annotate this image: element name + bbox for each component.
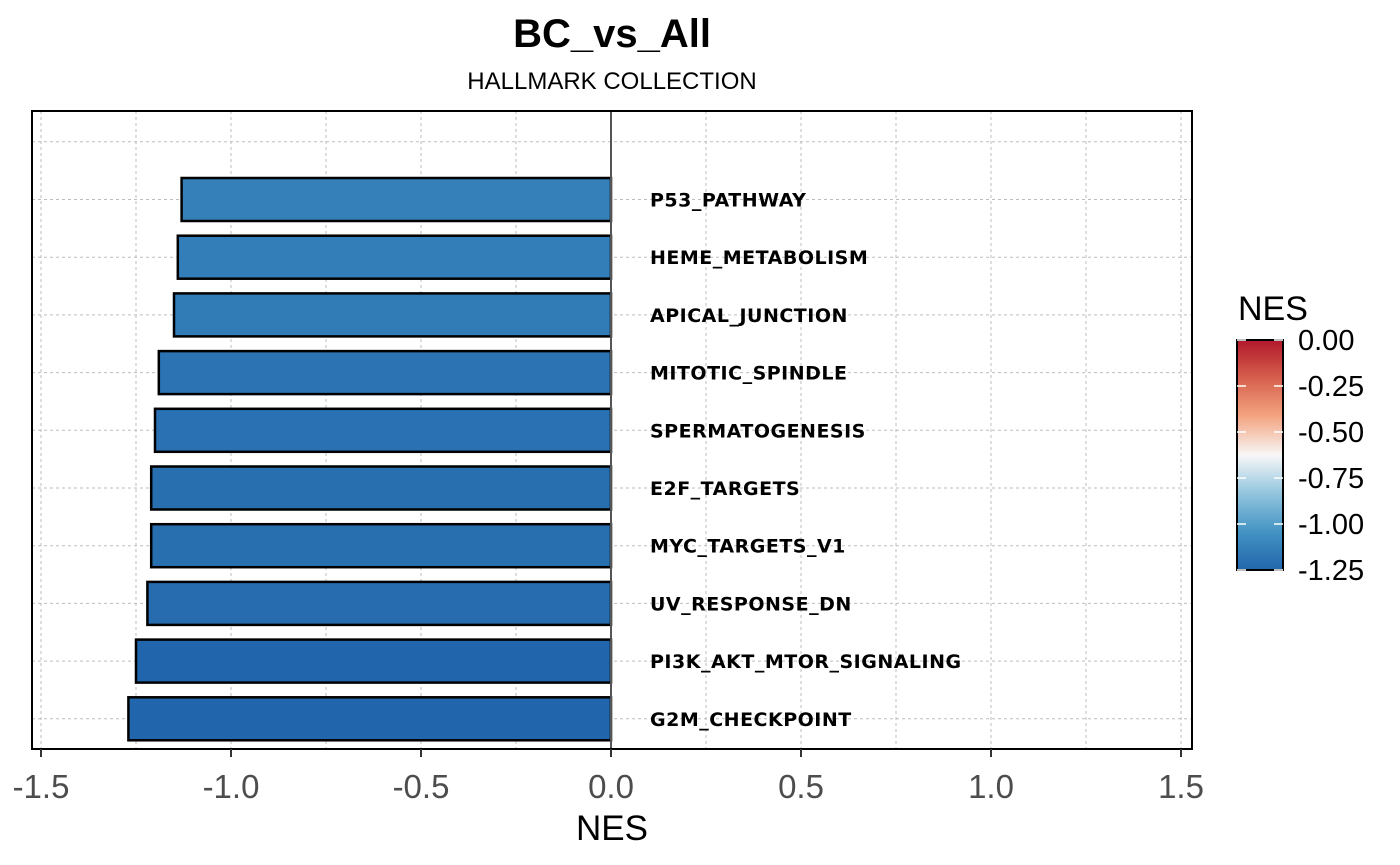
- legend-tick-label: -1.25: [1298, 555, 1364, 587]
- x-tick-label: 1.5: [1158, 768, 1204, 805]
- bar-label: G2M_CHECKPOINT: [650, 709, 852, 731]
- x-tick-label: 1.0: [968, 768, 1014, 805]
- bar: [146, 580, 613, 627]
- bar: [176, 234, 613, 280]
- legend-colorbar: [1236, 339, 1284, 571]
- x-tick-label: -1.5: [13, 768, 70, 805]
- bar-label: SPERMATOGENESIS: [650, 420, 866, 442]
- x-axis: -1.5 -1.0 -0.5 0.0 0.5 1.0 1.5: [13, 749, 1204, 805]
- x-axis-title: NES: [576, 809, 648, 848]
- color-legend: NES 0.00 -0.25 -0.50 -0.75 -1.00 -1.25: [1236, 290, 1364, 587]
- bar-label: MYC_TARGETS_V1: [650, 536, 846, 558]
- x-tick-label: 0.0: [588, 768, 634, 805]
- bar: [149, 465, 613, 511]
- legend-tick-label: -0.25: [1298, 371, 1364, 403]
- legend-tick-label: -0.75: [1298, 463, 1364, 495]
- bar-label: P53_PATHWAY: [650, 190, 806, 212]
- x-tick-label: 0.5: [778, 768, 824, 805]
- bars: [127, 176, 613, 742]
- x-tick-label: -0.5: [393, 768, 450, 805]
- legend-tick-label: 0.00: [1298, 325, 1354, 357]
- chart-subtitle: HALLMARK COLLECTION: [467, 68, 756, 95]
- legend-tick-label: -0.50: [1298, 417, 1364, 449]
- legend-title: NES: [1238, 290, 1308, 328]
- legend-tick-label: -1.00: [1298, 509, 1364, 541]
- bar: [180, 176, 613, 223]
- bar-labels: P53_PATHWAY HEME_METABOLISM APICAL_JUNCTIO…: [650, 190, 962, 731]
- bar: [149, 522, 613, 569]
- bar-label: E2F_TARGETS: [650, 478, 800, 500]
- x-tick-label: -1.0: [203, 768, 260, 805]
- bar-label: MITOTIC_SPINDLE: [650, 363, 848, 385]
- bar: [134, 638, 613, 684]
- bar-label: PI3K_AKT_MTOR_SIGNALING: [650, 651, 962, 673]
- bar: [172, 292, 613, 338]
- bar: [153, 407, 613, 454]
- bar-label: HEME_METABOLISM: [650, 247, 868, 269]
- bar: [127, 696, 613, 742]
- bar-label: UV_RESPONSE_DN: [650, 593, 852, 615]
- bar-label: APICAL_JUNCTION: [650, 305, 848, 327]
- chart-title: BC_vs_All: [513, 12, 711, 56]
- bar: [157, 349, 613, 396]
